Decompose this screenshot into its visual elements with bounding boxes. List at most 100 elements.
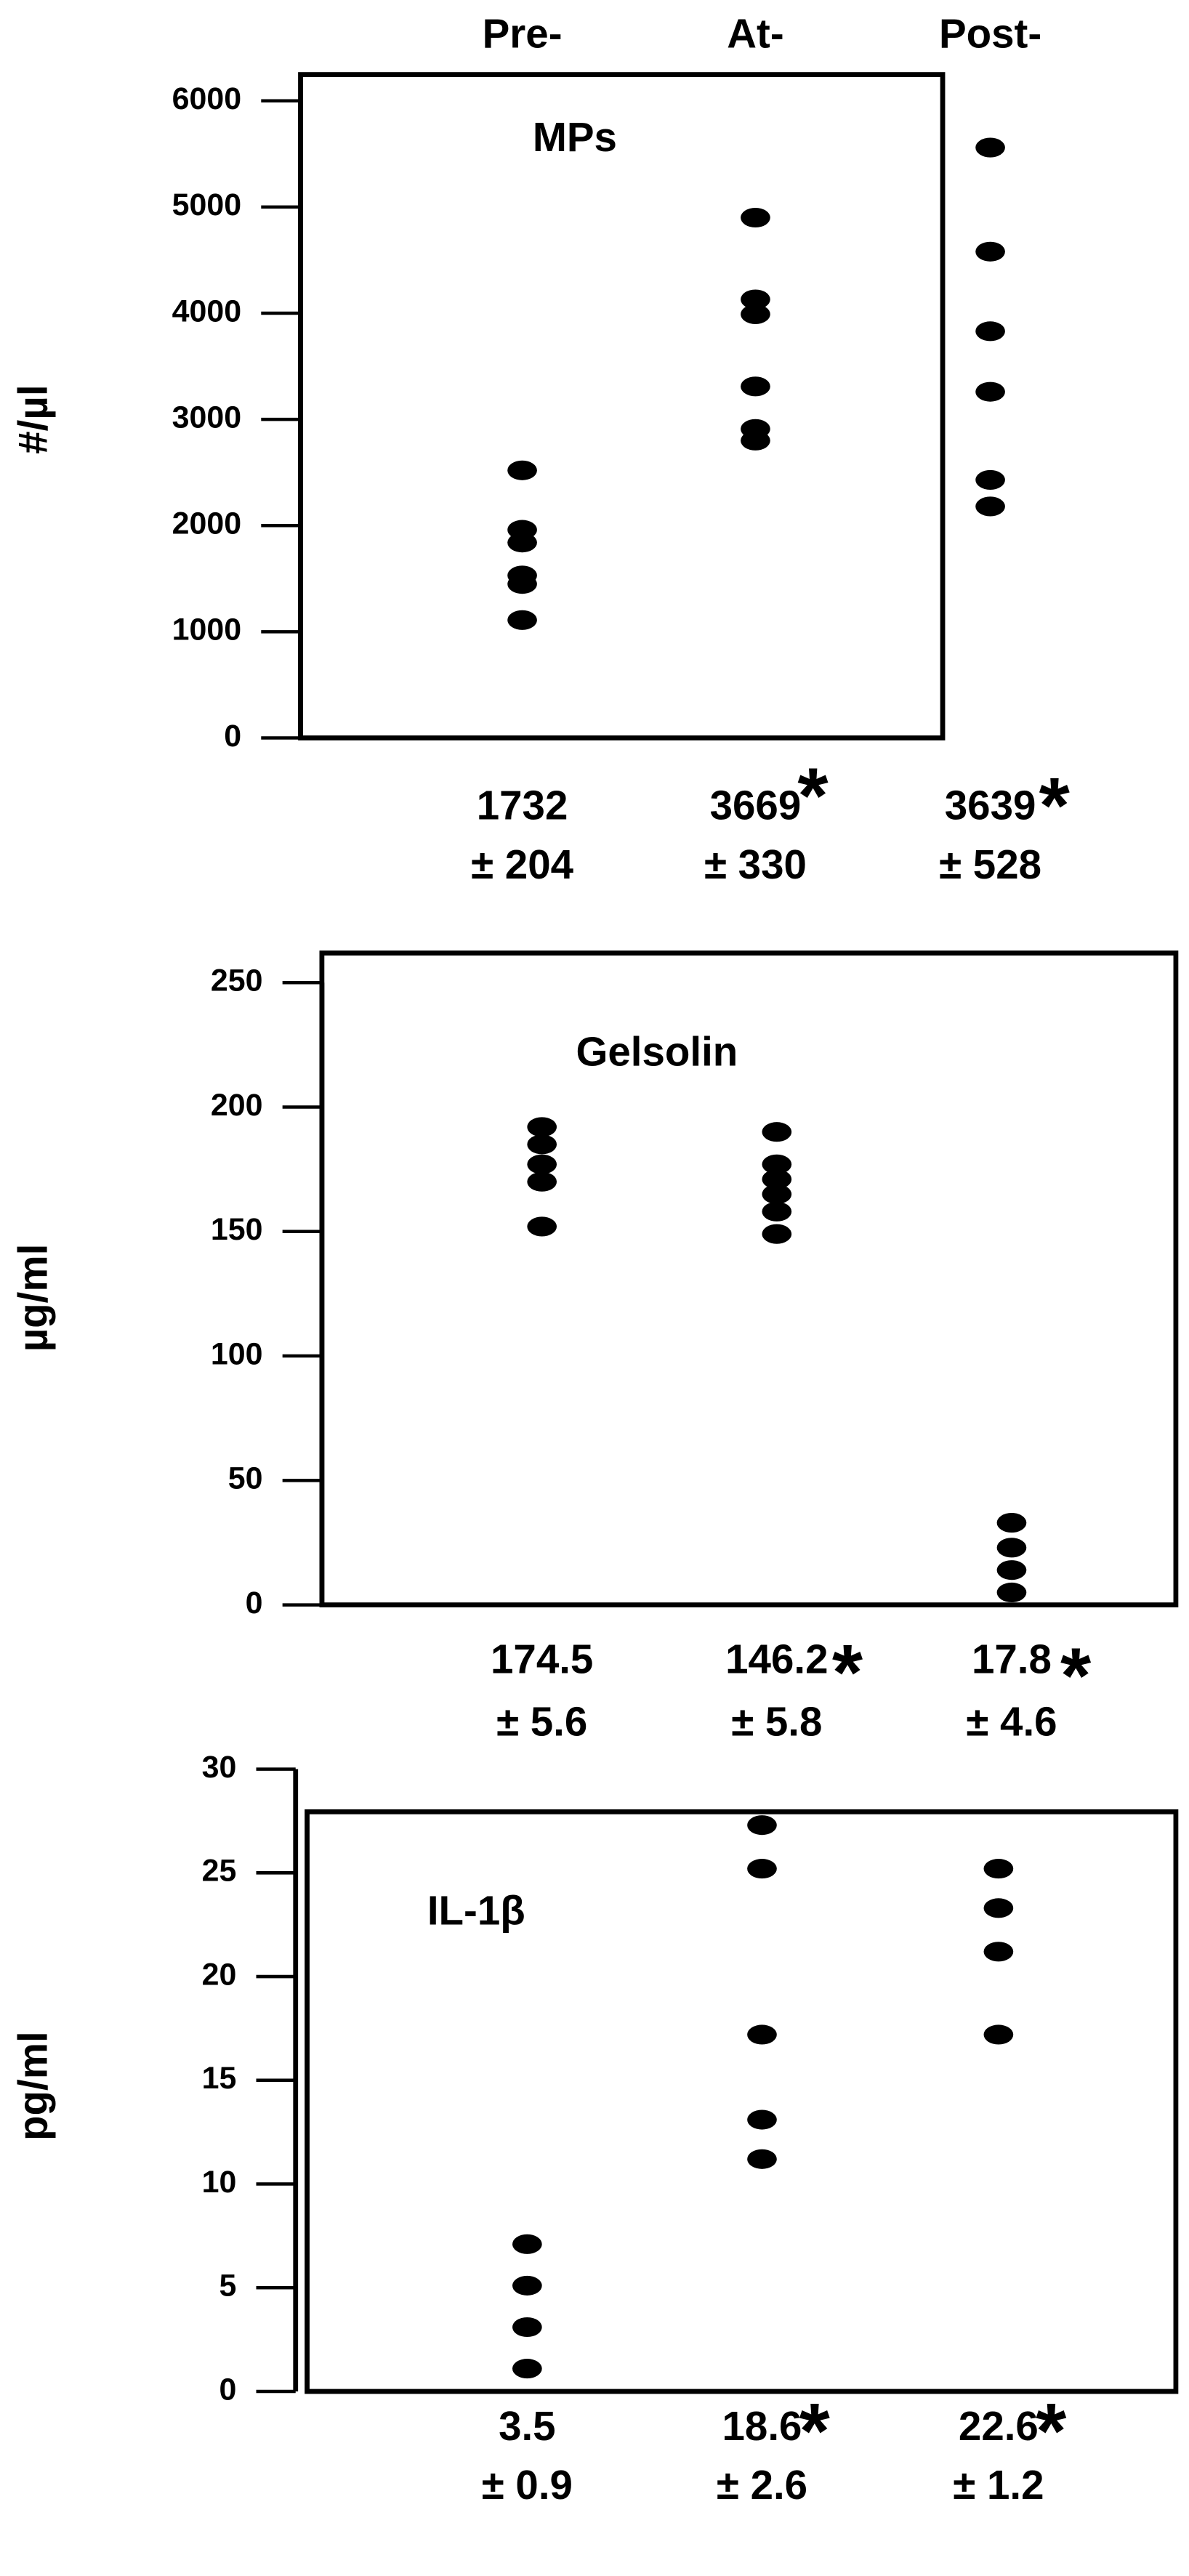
data-point xyxy=(507,610,537,630)
error-label: ± 5.8 xyxy=(731,1698,822,1744)
significance-marker: * xyxy=(832,1628,863,1716)
mean-label: 17.8 xyxy=(972,1636,1052,1682)
y-tick-label: 200 xyxy=(211,1088,263,1123)
data-point xyxy=(741,304,770,325)
y-tick-label: 2000 xyxy=(172,506,241,541)
mean-label: 3669 xyxy=(710,783,802,828)
error-label: ± 330 xyxy=(704,841,807,887)
panel-title: MPs xyxy=(533,114,617,160)
mean-label: 1732 xyxy=(477,783,568,828)
error-label: ± 0.9 xyxy=(482,2462,573,2508)
y-tick-label: 50 xyxy=(228,1461,263,1496)
data-point xyxy=(507,574,537,594)
y-tick-label: 6000 xyxy=(172,81,241,116)
error-label: ± 2.6 xyxy=(717,2462,807,2508)
data-point xyxy=(512,2234,542,2254)
data-point xyxy=(527,1171,557,1192)
error-label: ± 204 xyxy=(471,841,574,887)
significance-marker: * xyxy=(799,2387,831,2475)
data-point xyxy=(741,207,770,228)
data-point xyxy=(975,469,1005,490)
error-label: ± 1.2 xyxy=(953,2462,1044,2508)
mean-label: 174.5 xyxy=(491,1636,593,1682)
mean-label: 146.2 xyxy=(725,1636,828,1682)
error-label: ± 5.6 xyxy=(496,1698,587,1744)
y-tick-label: 10 xyxy=(202,2165,237,2200)
y-tick-label: 100 xyxy=(211,1336,263,1371)
y-tick-label: 0 xyxy=(224,719,241,754)
mean-label: 22.6 xyxy=(959,2403,1039,2449)
y-axis-label: #/µl xyxy=(10,384,56,453)
data-point xyxy=(975,241,1005,262)
data-point xyxy=(512,2275,542,2296)
data-point xyxy=(747,1859,777,1879)
data-point xyxy=(507,533,537,553)
data-point xyxy=(747,2024,777,2045)
y-tick-label: 5 xyxy=(219,2269,237,2304)
y-tick-label: 25 xyxy=(202,1854,237,1889)
y-tick-label: 250 xyxy=(211,964,263,998)
y-tick-label: 1000 xyxy=(172,613,241,647)
data-point xyxy=(507,460,537,480)
significance-marker: * xyxy=(1036,2387,1067,2475)
mean-label: 18.6 xyxy=(722,2403,802,2449)
error-label: ± 4.6 xyxy=(966,1698,1057,1744)
data-point xyxy=(983,1898,1014,1918)
data-point xyxy=(741,289,770,310)
data-point xyxy=(747,2149,777,2169)
mean-label: 3.5 xyxy=(499,2403,556,2449)
data-point xyxy=(527,1117,557,1137)
y-tick-label: 0 xyxy=(246,1586,263,1620)
plot-frame xyxy=(319,950,1179,1608)
data-point xyxy=(996,1582,1027,1603)
error-label: ± 528 xyxy=(939,841,1041,887)
y-tick-label: 0 xyxy=(219,2372,237,2407)
data-point xyxy=(762,1224,792,1244)
data-point xyxy=(975,496,1005,517)
data-point xyxy=(762,1201,792,1222)
significance-marker: * xyxy=(1060,1631,1092,1719)
panel-title: IL-1β xyxy=(427,1887,525,1933)
data-point xyxy=(762,1184,792,1204)
y-tick-label: 20 xyxy=(202,1957,237,1992)
y-tick-label: 150 xyxy=(211,1212,263,1247)
data-point xyxy=(975,137,1005,158)
data-point xyxy=(741,430,770,451)
significance-marker: * xyxy=(797,751,829,839)
data-point xyxy=(762,1122,792,1142)
data-point xyxy=(512,2317,542,2338)
data-point xyxy=(527,1154,557,1174)
y-tick-label: 4000 xyxy=(172,294,241,328)
significance-marker: * xyxy=(1039,762,1071,849)
category-label: Post- xyxy=(939,11,1041,57)
y-tick-label: 3000 xyxy=(172,400,241,435)
data-point xyxy=(975,381,1005,402)
data-point xyxy=(975,321,1005,342)
data-point xyxy=(527,1216,557,1237)
data-point xyxy=(983,2024,1014,2045)
y-tick-label: 5000 xyxy=(172,187,241,222)
y-tick-label: 15 xyxy=(202,2061,237,2096)
plot-frame xyxy=(298,72,946,740)
y-axis-label: pg/ml xyxy=(10,2031,56,2141)
data-point xyxy=(512,2359,542,2379)
y-tick-label: 30 xyxy=(202,1750,237,1785)
data-point xyxy=(762,1154,792,1174)
data-point xyxy=(527,1134,557,1155)
y-axis-label: µg/ml xyxy=(10,1244,56,1352)
data-point xyxy=(762,1169,792,1190)
category-label: At- xyxy=(727,11,783,57)
data-point xyxy=(983,1942,1014,1962)
plot-frame xyxy=(305,1809,1179,2394)
data-point xyxy=(996,1538,1027,1558)
data-point xyxy=(983,1859,1014,1879)
data-point xyxy=(996,1513,1027,1533)
mean-label: 3639 xyxy=(945,783,1036,828)
data-point xyxy=(996,1560,1027,1580)
data-point xyxy=(741,376,770,397)
panel-title: Gelsolin xyxy=(576,1029,738,1075)
category-label: Pre- xyxy=(483,11,563,57)
data-point xyxy=(747,2109,777,2130)
data-point xyxy=(747,1815,777,1836)
